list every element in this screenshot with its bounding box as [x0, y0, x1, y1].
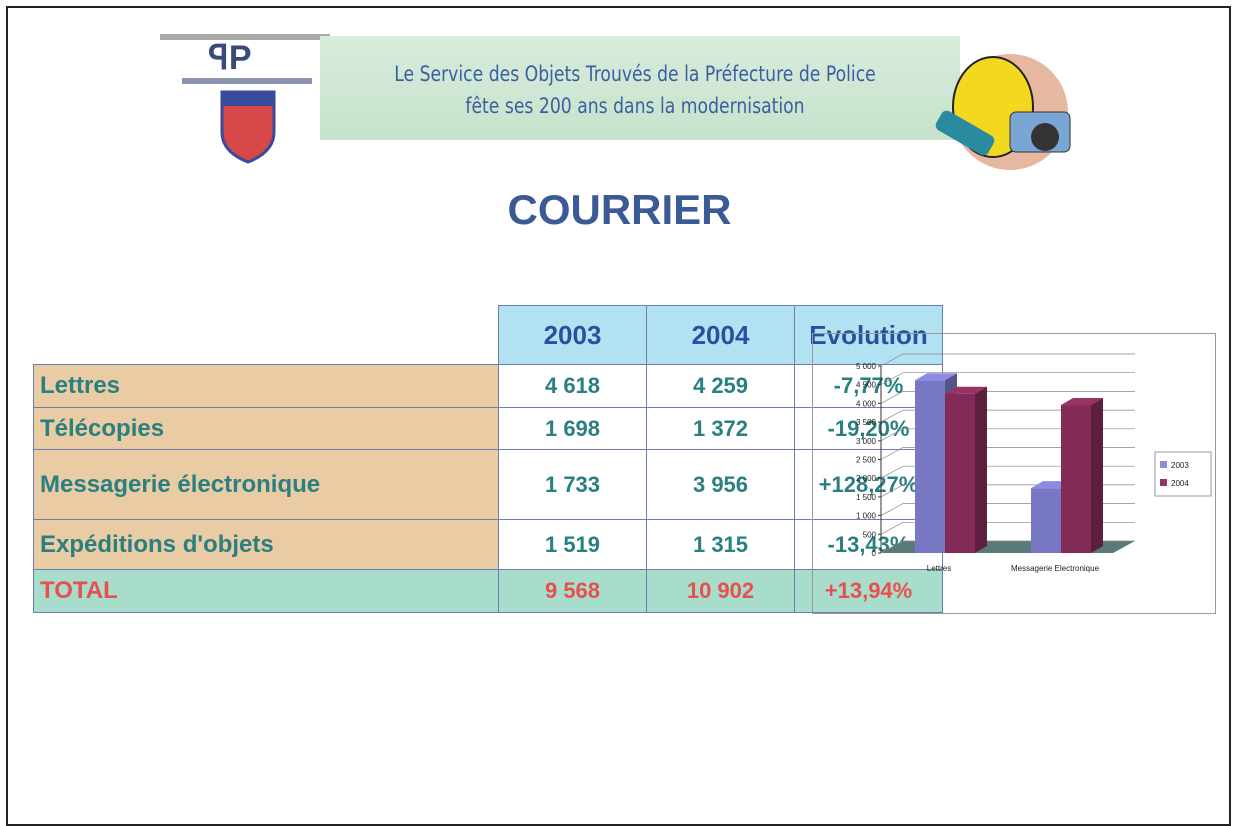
illustration: [915, 22, 1080, 177]
y-tick-label: 2 000: [856, 474, 877, 483]
bar: [1031, 488, 1061, 553]
row-label: Lettres: [34, 365, 499, 408]
legend-swatch: [1160, 479, 1167, 486]
bar: [915, 380, 945, 553]
legend-label: 2004: [1171, 479, 1189, 488]
cell: 1 519: [499, 520, 647, 570]
cell: 3 956: [647, 450, 795, 520]
cell: 1 315: [647, 520, 795, 570]
col-header: 2003: [499, 306, 647, 365]
cell: 1 733: [499, 450, 647, 520]
legend-swatch: [1160, 461, 1167, 468]
row-label: Messagerie électronique: [34, 450, 499, 520]
y-tick-label: 3 500: [856, 418, 877, 427]
y-tick-label: 2 500: [856, 456, 877, 465]
bar: [1061, 405, 1091, 553]
bar-side: [975, 387, 987, 553]
banner: [320, 36, 960, 140]
row-label: Télécopies: [34, 408, 499, 450]
cell: 4 618: [499, 365, 647, 408]
cell: 9 568: [499, 570, 647, 613]
cell: 10 902: [647, 570, 795, 613]
y-tick-label: 1 500: [856, 493, 877, 502]
svg-text:ꟼP: ꟼP: [208, 39, 251, 77]
banner-line: Le Service des Objets Trouvés de la Préf…: [385, 62, 885, 86]
banner-line: fête ses 200 ans dans la modernisation: [385, 94, 885, 118]
y-tick-label: 4 000: [856, 399, 877, 408]
y-tick-label: 500: [863, 530, 877, 539]
row-label: TOTAL: [34, 570, 499, 613]
legend-label: 2003: [1171, 461, 1189, 470]
slide-title: COURRIER: [0, 186, 1239, 234]
cell: 1 372: [647, 408, 795, 450]
row-label: Expéditions d'objets: [34, 520, 499, 570]
y-tick-label: 1 000: [856, 512, 877, 521]
col-header: 2004: [647, 306, 795, 365]
grid-line: [881, 354, 1135, 366]
page: ꟼP Le Service des Objets Trouvés de la P…: [0, 0, 1239, 819]
x-tick-label: Messagerie Electronique: [1011, 564, 1100, 573]
y-tick-label: 5 000: [856, 362, 877, 371]
y-tick-label: 3 000: [856, 437, 877, 446]
y-tick-label: 0: [872, 549, 877, 558]
cell: 1 698: [499, 408, 647, 450]
bar-side: [1091, 398, 1103, 553]
x-tick-label: Lettres: [927, 564, 951, 573]
chart: 0 500 1 000 1 500 2 000 2 500 3 000 3 500 4 000 4…: [812, 333, 1216, 614]
bar: [945, 394, 975, 553]
y-tick-label: 4 500: [856, 381, 877, 390]
cell: 4 259: [647, 365, 795, 408]
logo: ꟼP: [160, 24, 330, 164]
legend-box: [1155, 452, 1211, 496]
